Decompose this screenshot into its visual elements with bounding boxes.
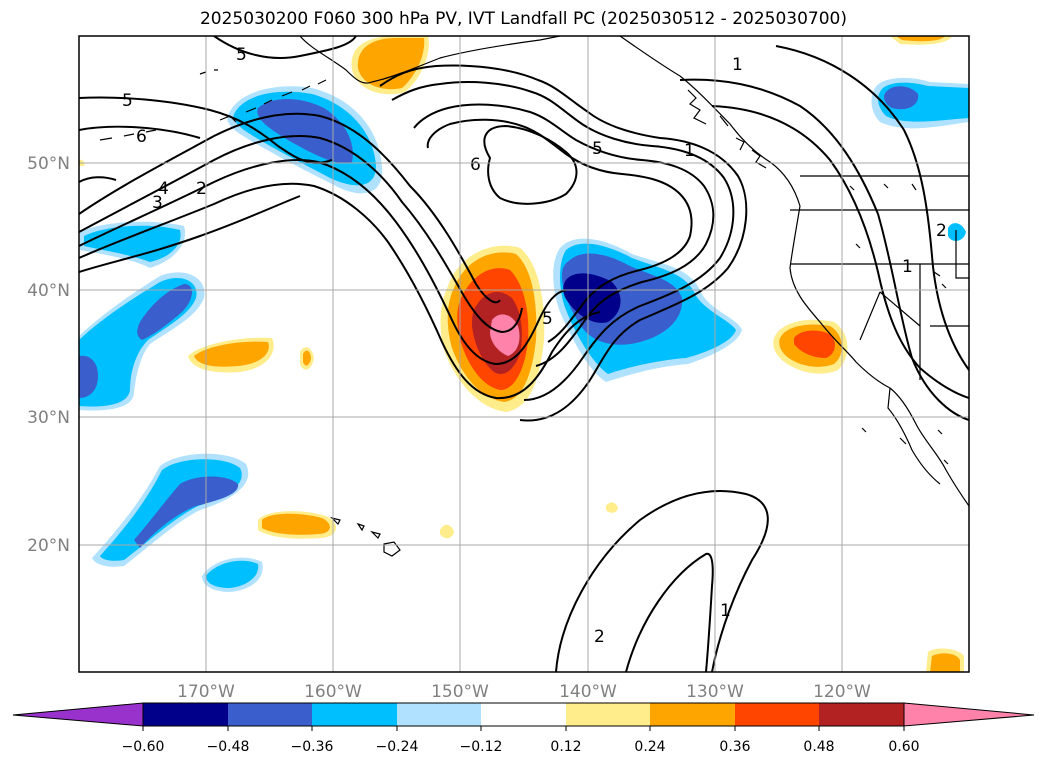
anomaly-negative-coast <box>948 223 966 241</box>
lat-tick-label: 50°N <box>27 154 70 174</box>
pv-contours <box>79 36 969 672</box>
lon-tick-label: 150°W <box>431 682 489 702</box>
colorbar-extend-low <box>12 702 144 727</box>
colorbar-bin <box>143 703 228 726</box>
colorbar-extend-high <box>903 702 1035 727</box>
contour-label: 1 <box>684 141 695 161</box>
lon-tick-label: 160°W <box>304 682 362 702</box>
colorbar-tick-label: 0.60 <box>888 739 919 755</box>
contour-labels: 5 5 6 4 3 2 6 5 1 1 1 5 2 2 1 <box>122 45 947 647</box>
contour-label: 5 <box>542 309 553 329</box>
colorbar-tick-label: −0.48 <box>207 739 250 755</box>
lon-tick-label: 120°W <box>813 682 871 702</box>
contour-label: 5 <box>122 91 133 111</box>
colorbar-tick-label: 0.48 <box>803 739 834 755</box>
contour-label: 6 <box>470 155 481 175</box>
colorbar-bin <box>566 703 650 726</box>
colorbar-tick-label: −0.24 <box>376 739 419 755</box>
colorbar-frame <box>142 702 905 727</box>
anomaly-negative-northeast <box>871 77 969 129</box>
anomaly-positive-topright <box>890 36 952 45</box>
colorbar-bin <box>228 703 312 726</box>
colorbar-bin <box>735 703 819 726</box>
contour-label: 2 <box>196 179 207 199</box>
contour-label: 5 <box>592 139 603 159</box>
lat-tick-label: 30°N <box>27 408 70 428</box>
colorbar-bin <box>481 703 566 726</box>
coastlines <box>99 36 969 557</box>
contour-label: 1 <box>902 257 913 277</box>
contour-label: 2 <box>594 627 605 647</box>
lat-tick-label: 40°N <box>27 281 70 301</box>
contour-label: 2 <box>936 221 947 241</box>
anomaly-negative-gulf <box>227 86 383 194</box>
anomaly-negative-main <box>553 238 742 382</box>
colorbar-tick-label: 0.36 <box>719 739 750 755</box>
lat-tick-label: 20°N <box>27 536 70 556</box>
contour-label: 3 <box>152 193 163 213</box>
colorbar-tick-label: 0.12 <box>550 739 581 755</box>
colorbar-tick-label: −0.60 <box>122 739 165 755</box>
contour-label: 1 <box>732 55 743 75</box>
contour-label: 1 <box>720 601 731 621</box>
colorbar: −0.60 −0.48 −0.36 −0.24 −0.12 0.12 0.24 … <box>12 702 1035 755</box>
gridlines <box>79 36 969 672</box>
lon-axis-labels: 170°W 160°W 150°W 140°W 130°W 120°W <box>177 682 871 702</box>
plot-frame <box>78 35 970 673</box>
contour-label: 4 <box>158 179 169 199</box>
lon-tick-label: 140°W <box>559 682 617 702</box>
colorbar-bin <box>397 703 481 726</box>
anomaly-positive-hawaii <box>258 502 964 672</box>
colorbar-tick-label: 0.24 <box>634 739 665 755</box>
contour-label: 6 <box>136 127 147 147</box>
colorbar-bin <box>819 703 904 726</box>
anomaly-positive-midpacific <box>188 337 314 373</box>
lat-axis-labels: 20°N 30°N 40°N 50°N <box>27 154 70 556</box>
lon-tick-label: 170°W <box>177 682 235 702</box>
contour-label: 5 <box>236 45 247 65</box>
anomaly-positive-aleutian <box>351 36 429 95</box>
anomaly-negative-west <box>79 221 205 411</box>
colorbar-bin <box>650 703 735 726</box>
lon-tick-label: 130°W <box>686 682 744 702</box>
colorbar-bin <box>312 703 397 726</box>
colorbar-tick-label: −0.36 <box>291 739 334 755</box>
map-title: 2025030200 F060 300 hPa PV, IVT Landfall… <box>199 9 847 29</box>
colorbar-tick-label: −0.12 <box>460 739 503 755</box>
